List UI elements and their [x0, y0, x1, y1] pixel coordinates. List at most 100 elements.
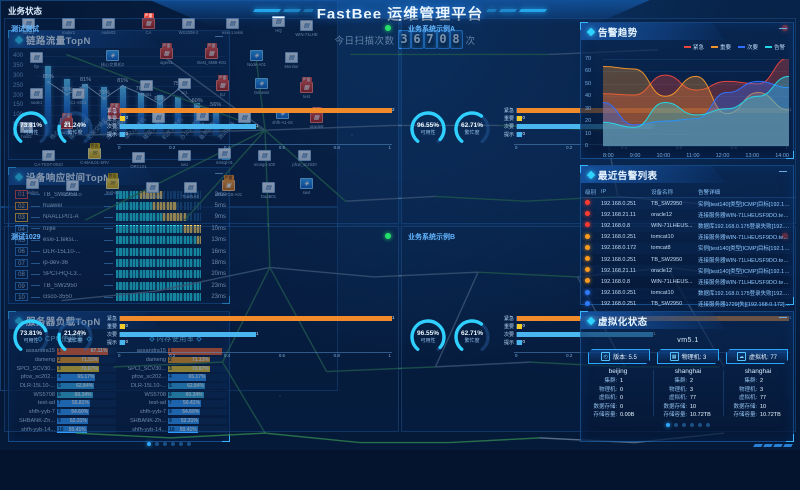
virtualization-version-name: vm5.1	[581, 337, 795, 344]
virtualization-chips[interactable]: ◴ 版本: 5.5 ▦ 物理机: 3 ☁ 虚拟机: 77	[581, 344, 795, 364]
pagination-dot[interactable]	[690, 423, 694, 427]
alarm-severity	[585, 245, 601, 252]
site-metric-row: 数据存储: 0	[583, 403, 653, 412]
legend-item[interactable]: 告警	[765, 43, 785, 51]
severity-dot	[585, 256, 590, 261]
severity-dot	[585, 301, 590, 306]
alarm-row[interactable]: 192.168.21.11 oracle12 实例[test140]类型[ICMP]…	[581, 265, 795, 276]
severity-dot	[585, 211, 590, 216]
metric-label: 虚拟机:	[730, 394, 757, 403]
alarm-trend-legend[interactable]: 紧急 重要 次要 告警	[684, 43, 785, 51]
business-pagination[interactable]	[0, 442, 338, 446]
alarm-ip: 192.168.0.8	[601, 223, 651, 229]
business-status-card[interactable]: 测试测试 73.81% 可用性 21.24% 繁忙度 紧急 2 重要 0 次要 1 提示 0 0 0.2 0.…	[4, 18, 399, 224]
legend-item[interactable]: 重要	[711, 43, 731, 51]
virtualization-chip[interactable]: ◴ 版本: 5.5	[588, 349, 650, 364]
metric-label: 虚拟机:	[590, 394, 617, 403]
minimize-icon[interactable]	[779, 317, 787, 318]
severity-label: 次要	[497, 123, 514, 130]
pagination-dot[interactable]	[706, 423, 710, 427]
virtualization-chip[interactable]: ▦ 物理机: 3	[657, 349, 719, 364]
alarm-row[interactable]: 192.168.0.8 WIN-71LHEUS... 连接服务器WIN-71LHEU…	[581, 276, 795, 287]
legend-item[interactable]: 次要	[738, 43, 758, 51]
metric-value: 0.00B	[620, 411, 646, 420]
site-metric-row: 集群: 2	[723, 377, 793, 386]
alarm-row[interactable]: 192.168.0.251 tomcat10 数据库192.168.0.175登录失…	[581, 288, 795, 299]
axis-tick: 0.6	[279, 353, 285, 359]
virtualization-columns: beijing 集群: 1 物理机: 0 虚拟机: 0 数据存储: 0 存储容量: 0.00B sha…	[581, 364, 795, 420]
severity-row: 紧急 1	[100, 315, 392, 323]
alarm-row[interactable]: 192.168.0.172 tomcat8 实例[test140]类型[ICMP]目…	[581, 243, 795, 254]
pagination-dot[interactable]	[698, 423, 702, 427]
pagination-dot[interactable]	[179, 442, 183, 446]
gauge-value: 96.55%	[417, 122, 439, 129]
gauge-label: 可用性	[420, 337, 435, 344]
business-name: 测试1029	[11, 232, 41, 242]
header-deco	[722, 167, 738, 171]
alarm-row[interactable]: 192.168.21.11 oracle12 连接服务器WIN-71LHEUSF9D…	[581, 209, 795, 220]
pagination-dot[interactable]	[171, 442, 175, 446]
alarm-device-name: TB_SW2950	[651, 301, 698, 307]
alarm-severity	[585, 278, 601, 285]
gauge: 96.55% 可用性	[408, 109, 448, 149]
alarm-column-header: 设备名称	[651, 188, 698, 196]
severity-value: 1	[392, 315, 395, 320]
alarm-row[interactable]: 192.168.0.8 WIN-71LHEUS... 数据库192.168.0.17…	[581, 220, 795, 231]
alarm-row[interactable]: 192.168.0.251 tomcat10 连接服务器WIN-71LHEUSF9D…	[581, 232, 795, 243]
gauge-value: 62.71%	[461, 122, 483, 129]
metric-value: 1	[620, 377, 646, 386]
alarm-message: 实例[test140]类型[ICMP]目标[192.168...	[698, 244, 791, 252]
legend-label: 次要	[747, 43, 758, 51]
axis-tick: 0.2	[169, 145, 175, 151]
pagination-dot[interactable]	[155, 442, 159, 446]
panel-header: 虚拟化状态	[581, 312, 793, 329]
alarm-message: 连接服务器WIN-71LHEUSF9DO.testad...	[698, 278, 791, 286]
business-status-card[interactable]: 测试1029 73.81% 可用性 21.24% 繁忙度 紧急 1 重要 0 次要 1 提示 0 0 0.2…	[4, 226, 399, 432]
severity-label: 紧急	[100, 107, 117, 114]
cloud-icon: ☁	[737, 352, 746, 361]
severity-axis: 00.20.40.60.81	[117, 144, 392, 151]
pagination-dot[interactable]	[147, 442, 151, 446]
severity-value: 0	[125, 339, 128, 344]
minimize-icon[interactable]	[779, 171, 787, 172]
severity-row: 次要1	[100, 331, 392, 339]
severity-track: 0	[119, 116, 392, 121]
pagination-dot[interactable]	[666, 423, 670, 427]
pagination-dot[interactable]	[187, 442, 191, 446]
gauge-label: 繁忙度	[67, 129, 82, 136]
virtualization-pagination[interactable]	[581, 423, 795, 427]
alarm-message: 连接服务器WIN-71LHEUSF9DO.testad...	[698, 211, 791, 219]
metric-label: 数据存储:	[660, 403, 687, 412]
alarm-row[interactable]: 192.168.0.251 TB_SW2950 实例[test140]类型[ICMP…	[581, 198, 795, 209]
site-metric-row: 集群: 2	[653, 377, 723, 386]
pagination-dot[interactable]	[163, 442, 167, 446]
severity-label: 紧急	[100, 315, 117, 322]
alarm-row[interactable]: 192.168.0.251 TB_SW2950 连接服务器1729[失][192.1…	[581, 299, 795, 310]
virtualization-chip[interactable]: ☁ 虚拟机: 77	[726, 349, 788, 364]
y-axis-tick: 20	[585, 118, 591, 124]
pagination-dot[interactable]	[682, 423, 686, 427]
business-metrics: 73.81% 可用性 21.24% 繁忙度 紧急 2 重要 0 次要 1 提示 0 0 0.2 0.4 0.6…	[7, 36, 396, 221]
panel-header: 告警趋势	[581, 23, 793, 40]
legend-swatch	[738, 46, 745, 48]
minimize-icon[interactable]	[779, 28, 787, 29]
metric-label: 数据存储:	[730, 403, 757, 412]
chip-label: 虚拟机: 77	[749, 352, 777, 361]
y-axis-tick: 70	[585, 56, 591, 62]
alarm-message: 连接服务器WIN-71LHEUSF9DO.testad...	[698, 256, 791, 264]
legend-item[interactable]: 紧急	[684, 43, 704, 51]
metric-value: 0	[620, 386, 646, 395]
metric-value: 77	[760, 394, 786, 403]
header-deco	[722, 24, 738, 28]
alarm-row[interactable]: 192.168.0.251 TB_SW2950 连接服务器WIN-71LHEUSF9…	[581, 254, 795, 265]
pagination-dot[interactable]	[674, 423, 678, 427]
footer-decoration	[754, 444, 792, 447]
alarm-trend-chart: 70 60 50 40 30 20 10 0 8:00 9:00 10:00 11:00 12:00 13…	[581, 53, 795, 160]
virtualization-body: vm5.1 ◴ 版本: 5.5 ▦ 物理机: 3 ☁ 虚拟机: 77 beijing 集群:…	[581, 331, 795, 443]
severity-label: 次要	[100, 331, 117, 338]
alarm-severity	[585, 211, 601, 218]
alarm-table-header: 级别 IP 设备名称 告警详细	[581, 187, 795, 198]
alarm-column-header: 级别	[585, 188, 601, 196]
alarm-ip: 192.168.0.251	[601, 290, 651, 296]
panel-business-status: 业务状态 测试测试 73.81% 可用性 21.24% 繁忙度 紧急 2 重要 0 次要 1 提示 0 0…	[0, 207, 338, 391]
